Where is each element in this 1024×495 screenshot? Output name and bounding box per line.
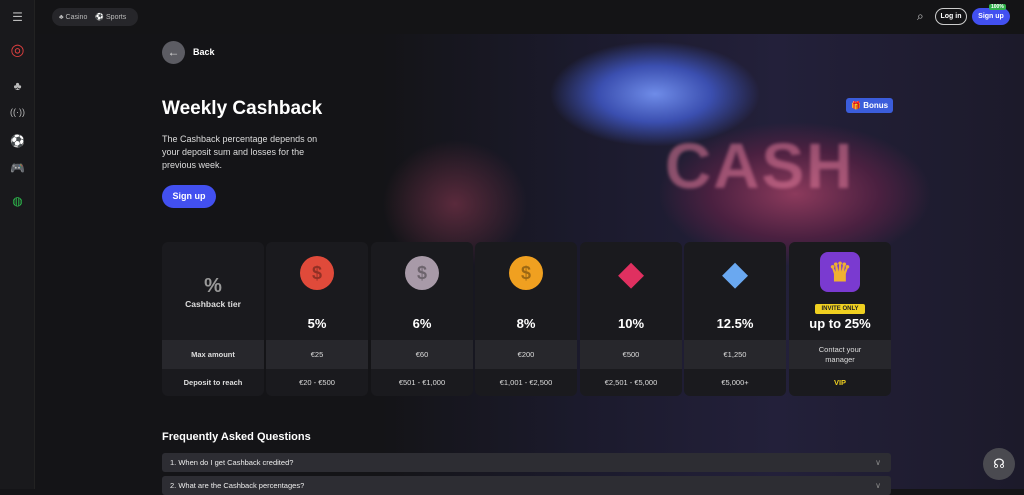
silver-coin-icon: $	[405, 256, 439, 290]
tier-max-amount: €500	[580, 340, 682, 369]
football-icon[interactable]: ⚽	[10, 134, 25, 148]
tier-deposit: €1,001 - €2,500	[499, 378, 553, 387]
tier-deposit: €20 - €500	[299, 378, 335, 387]
tier-max-amount: €200	[475, 340, 577, 369]
max-amount-label: Max amount	[162, 340, 264, 369]
tier-percent: 8%	[516, 316, 536, 331]
sports-tab[interactable]: ⚽ Sports	[95, 14, 127, 21]
tier-max-amount: €1,250	[684, 340, 786, 369]
invite-only-badge: INVITE ONLY	[815, 304, 865, 314]
menu-icon[interactable]: ☰	[12, 10, 23, 24]
casino-sports-switch: ♣ Casino ⚽ Sports	[52, 8, 138, 26]
red-coin-icon: $	[300, 256, 334, 290]
faq-question: 1. When do I get Cashback credited?	[170, 458, 294, 467]
sidebar: ☰ ◎ ♣ ((·)) ⚽ 🎮 ◍	[0, 0, 35, 489]
tier-max-amount: €60	[371, 340, 473, 369]
diamond-icon: ◆	[722, 255, 748, 291]
top-bar: ♣ Casino ⚽ Sports ⌕ Log in Sign up 100%	[35, 0, 1024, 34]
bonus-badge: 🎁 Bonus	[846, 98, 894, 113]
tier-percent: 12.5%	[716, 316, 754, 331]
tier-percent: 6%	[412, 316, 432, 331]
tier-deposit: €501 - €1,000	[398, 378, 446, 387]
search-icon[interactable]: ⌕	[917, 9, 924, 23]
sports-label: Sports	[106, 14, 127, 21]
tier-percent: 10%	[617, 316, 645, 331]
crown-icon: ♛	[820, 252, 860, 292]
headset-icon: ☊	[993, 456, 1005, 471]
tier-deposit: VIP	[833, 378, 847, 387]
tier-column: ◆ 10% €500 €2,501 - €5,000	[580, 242, 682, 396]
chevron-down-icon: ∨	[875, 481, 881, 490]
bonus-label: Bonus	[863, 101, 889, 110]
tier-deposit: €2,501 - €5,000	[604, 378, 658, 387]
chevron-down-icon: ∨	[875, 458, 881, 467]
tier-column: $ 6% €60 €501 - €1,000	[371, 242, 473, 396]
login-button[interactable]: Log in	[935, 8, 967, 25]
cashback-tier-label: Cashback tier	[185, 299, 241, 309]
faq-title: Frequently Asked Questions	[162, 431, 311, 443]
deposit-label: Deposit to reach	[183, 378, 243, 387]
faq-item[interactable]: 1. When do I get Cashback credited? ∨	[162, 453, 891, 472]
casino-label: Casino	[65, 13, 88, 21]
signup-bonus-badge: 100%	[989, 4, 1006, 10]
support-headset-icon[interactable]: ◍	[12, 194, 23, 208]
gift-icon: 🎁	[851, 101, 861, 110]
live-icon[interactable]: ((·))	[10, 107, 25, 117]
tier-percent: up to 25%	[809, 316, 871, 331]
tier-column: ♛ INVITE ONLY up to 25% Contact your man…	[789, 242, 891, 396]
tier-percent: 5%	[307, 316, 327, 331]
table-header-column: % Cashback tier Max amount Deposit to re…	[162, 242, 264, 396]
casino-tab[interactable]: ♣ Casino	[59, 13, 88, 21]
gamepad-icon[interactable]: 🎮	[10, 161, 25, 175]
hero-cash-text: CASH	[665, 130, 855, 202]
tier-column: ◆ 12.5% €1,250 €5,000+	[684, 242, 786, 396]
percent-symbol: %	[204, 275, 222, 297]
tier-column: $ 8% €200 €1,001 - €2,500	[475, 242, 577, 396]
tier-column: $ 5% €25 €20 - €500	[266, 242, 368, 396]
signup-button[interactable]: Sign up	[162, 185, 216, 208]
tier-max-amount: €25	[266, 340, 368, 369]
back-button[interactable]: ←	[162, 41, 185, 64]
ruby-gem-icon: ◆	[618, 255, 644, 291]
arrow-left-icon: ←	[167, 45, 180, 59]
support-chat-button[interactable]: ☊	[983, 448, 1015, 480]
cherry-icon[interactable]: ♣	[13, 79, 22, 93]
back-label[interactable]: Back	[193, 47, 215, 57]
signup-top-button[interactable]: Sign up	[972, 8, 1010, 25]
gold-coin-icon: $	[509, 256, 543, 290]
target-logo-icon[interactable]: ◎	[10, 42, 25, 59]
signup-top-label: Sign up	[978, 13, 1004, 20]
faq-question: 2. What are the Cashback percentages?	[170, 481, 305, 490]
faq-item[interactable]: 2. What are the Cashback percentages? ∨	[162, 476, 891, 495]
tier-max-amount: Contact your manager	[789, 340, 891, 369]
page-description: The Cashback percentage depends on your …	[162, 134, 318, 170]
page-title: Weekly Cashback	[162, 98, 323, 119]
tier-deposit: €5,000+	[721, 378, 749, 387]
